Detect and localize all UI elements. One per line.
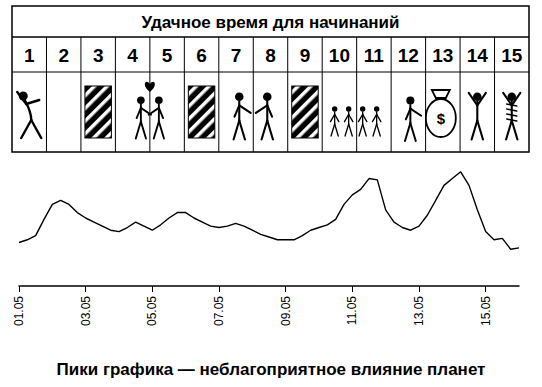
svg-text:$: $ — [437, 110, 446, 127]
svg-text:12: 12 — [398, 45, 419, 66]
svg-text:3: 3 — [93, 45, 104, 66]
svg-text:Удачное время для начинаний: Удачное время для начинаний — [141, 13, 399, 32]
svg-text:1: 1 — [24, 45, 35, 66]
svg-text:11: 11 — [364, 45, 385, 66]
svg-text:7: 7 — [231, 45, 242, 66]
svg-text:10: 10 — [329, 45, 350, 66]
svg-text:15: 15 — [501, 45, 523, 66]
svg-text:14: 14 — [467, 45, 489, 66]
svg-text:01.05: 01.05 — [12, 296, 26, 326]
svg-text:05.05: 05.05 — [145, 296, 159, 326]
svg-text:5: 5 — [162, 45, 173, 66]
svg-text:11.05: 11.05 — [345, 296, 359, 325]
svg-text:15.05: 15.05 — [479, 296, 493, 326]
svg-text:13.05: 13.05 — [412, 296, 426, 326]
svg-text:03.05: 03.05 — [79, 296, 93, 326]
svg-text:09.05: 09.05 — [279, 296, 293, 326]
svg-text:9: 9 — [300, 45, 311, 66]
svg-text:07.05: 07.05 — [212, 296, 226, 326]
svg-text:Пики графика — неблагоприятное: Пики графика — неблагоприятное влияние п… — [57, 360, 486, 379]
svg-text:8: 8 — [265, 45, 276, 66]
svg-text:13: 13 — [432, 45, 453, 66]
svg-text:4: 4 — [127, 45, 138, 66]
svg-text:6: 6 — [196, 45, 207, 66]
svg-text:2: 2 — [58, 45, 69, 66]
